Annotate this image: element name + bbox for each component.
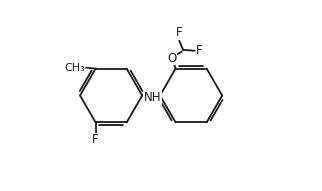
Text: CH₃: CH₃ [64,63,85,73]
Text: F: F [176,26,183,39]
Text: O: O [167,52,176,65]
Text: F: F [92,133,99,146]
Text: NH: NH [144,91,161,104]
Text: F: F [196,44,203,57]
